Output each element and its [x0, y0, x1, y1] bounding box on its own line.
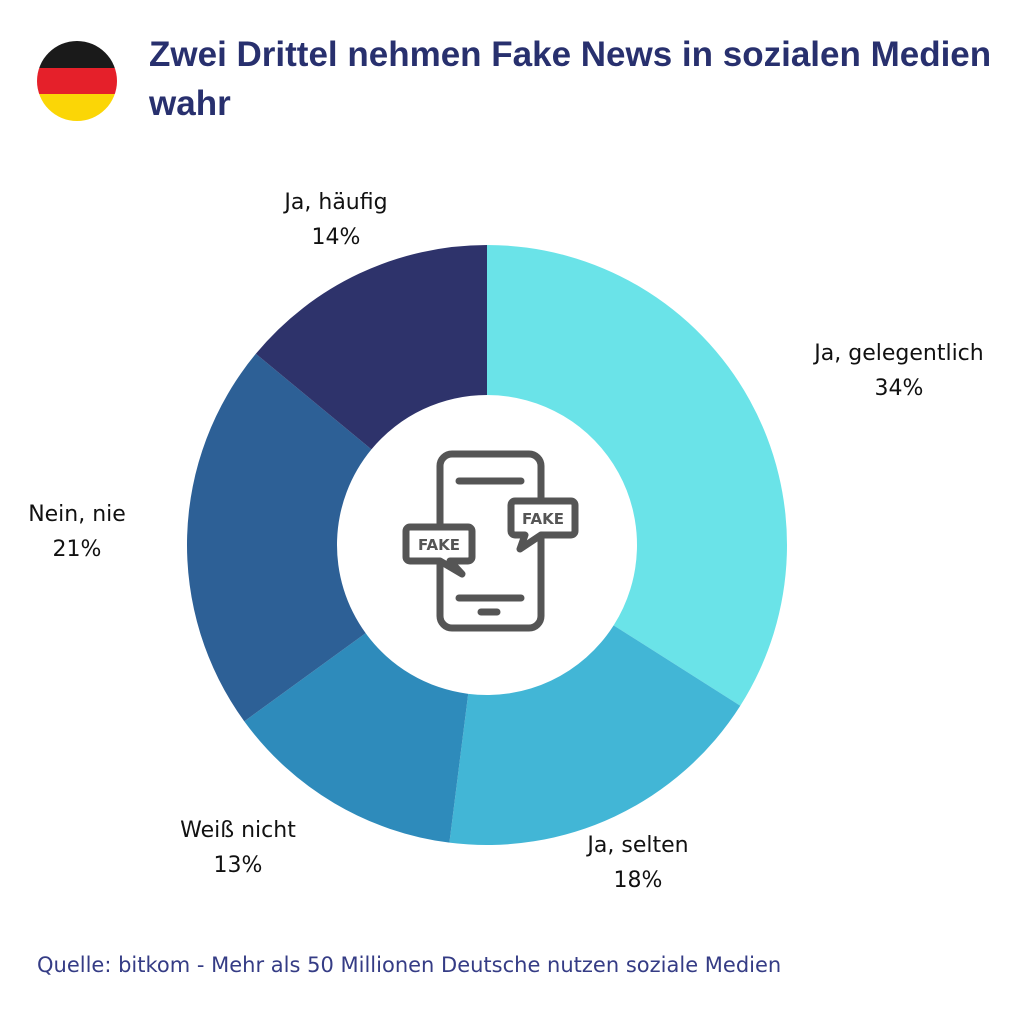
label-ja-selten: Ja, selten 18% — [587, 828, 688, 898]
chart-title: Zwei Drittel nehmen Fake News in soziale… — [149, 35, 992, 123]
label-ja-haeufig: Ja, häufig 14% — [284, 185, 387, 255]
slice-value: 14% — [311, 225, 361, 250]
slice-label: Ja, selten — [587, 833, 689, 858]
fake-bubble-text-right: FAKE — [522, 510, 564, 528]
flag-stripe-red — [37, 67, 117, 95]
slice-value: 18% — [613, 868, 663, 893]
slice-label: Weiß nicht — [180, 818, 296, 843]
slice-value: 13% — [213, 853, 263, 878]
slice-label: Ja, gelegentlich — [814, 341, 984, 366]
fake-bubble-text-left: FAKE — [418, 536, 460, 554]
slice-value: 34% — [874, 376, 924, 401]
label-ja-gelegentlich: Ja, gelegentlich 34% — [814, 336, 983, 406]
slice-ja-gelegentlich — [487, 245, 788, 706]
slice-value: 21% — [52, 537, 102, 562]
label-weiss-nicht: Weiß nicht 13% — [180, 813, 296, 883]
slice-label: Nein, nie — [28, 502, 126, 527]
slice-nein-nie — [187, 353, 372, 722]
slice-label: Ja, häufig — [284, 190, 388, 215]
source-note: Quelle: bitkom - Mehr als 50 Millionen D… — [37, 953, 782, 977]
phone-fake-news-icon — [402, 450, 579, 632]
slice-ja-häufig — [255, 245, 487, 450]
slice-ja-selten — [449, 625, 741, 845]
slice-weiß-nicht — [244, 633, 469, 843]
label-nein-nie: Nein, nie 21% — [28, 497, 126, 567]
